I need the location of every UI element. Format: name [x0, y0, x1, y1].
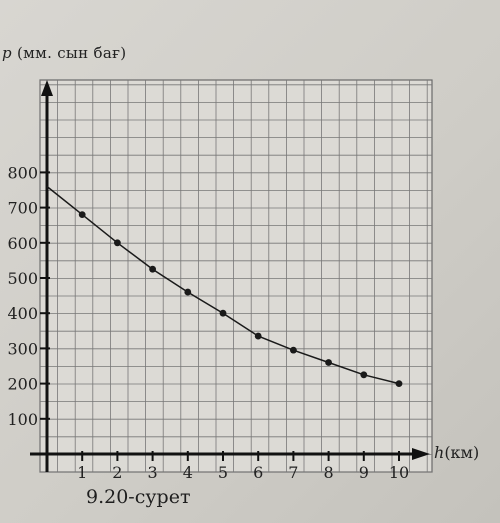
y-tick-label: 200	[7, 375, 38, 394]
x-tick-label: 4	[183, 463, 193, 482]
x-axis-label: h(км)	[434, 443, 479, 462]
x-tick-label: 10	[389, 463, 409, 482]
x-axis-unit: (км)	[444, 443, 480, 462]
data-point	[290, 346, 297, 354]
data-point	[184, 288, 192, 296]
y-tick-label: 300	[7, 339, 38, 358]
x-tick-label: 5	[218, 463, 228, 482]
data-point	[149, 265, 157, 273]
y-tick-label: 600	[7, 234, 38, 253]
grid-background	[39, 79, 433, 473]
data-point	[254, 332, 262, 340]
y-tick-label: 800	[7, 163, 38, 182]
data-point	[114, 239, 121, 247]
y-axis-variable: p	[2, 44, 12, 62]
x-axis-arrow	[412, 448, 430, 460]
x-tick-label: 1	[77, 463, 87, 482]
data-point	[219, 309, 227, 317]
figure-caption: 9.20-сурет	[86, 486, 191, 508]
data-point	[78, 211, 86, 219]
data-point	[325, 359, 332, 366]
x-tick-label: 7	[288, 463, 298, 482]
x-axis-variable: h	[434, 443, 445, 462]
y-tick-label: 100	[7, 410, 38, 429]
x-tick-label: 3	[148, 463, 158, 482]
y-axis-arrow	[41, 80, 53, 96]
x-tick-label: 9	[359, 463, 369, 482]
y-tick-label: 700	[7, 199, 38, 218]
y-axis-label: p (мм. сын бағ)	[2, 44, 126, 62]
y-tick-label: 500	[7, 269, 38, 288]
y-tick-label: 400	[7, 304, 38, 323]
x-tick-label: 2	[112, 463, 122, 482]
data-point	[360, 371, 368, 379]
x-tick-label: 6	[253, 463, 263, 482]
x-tick-label: 8	[324, 463, 334, 482]
data-point	[395, 380, 403, 387]
y-axis-unit: (мм. сын бағ)	[16, 44, 127, 62]
